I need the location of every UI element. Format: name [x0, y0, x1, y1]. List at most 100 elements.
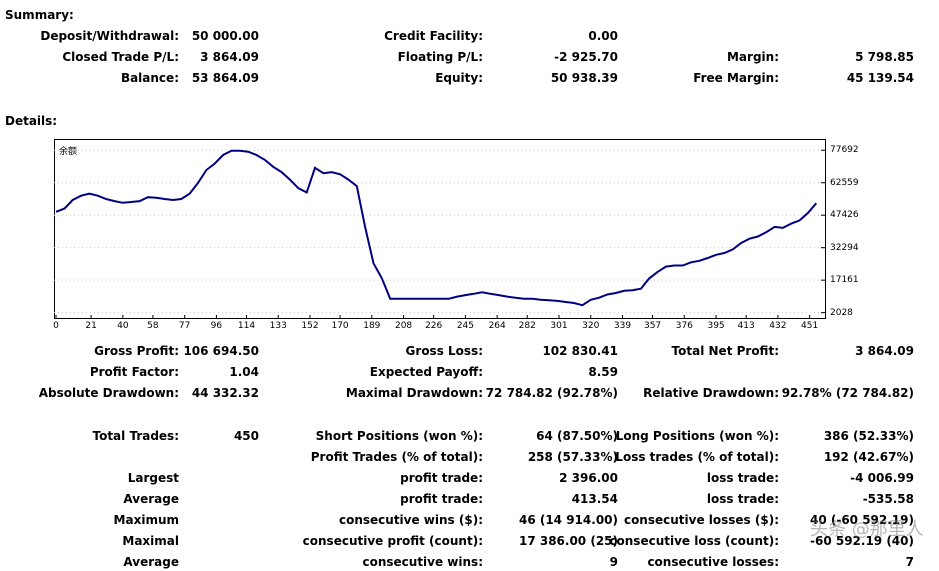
largest-loss-value: -4 006.99: [850, 471, 914, 485]
margin-label: Margin:: [726, 50, 779, 64]
maximal-consecutive-profit-label: consecutive profit (count):: [302, 534, 483, 548]
short-positions-label: Short Positions (won %):: [315, 429, 483, 443]
x-tick-label: 114: [237, 321, 256, 331]
chart-grid: [54, 149, 826, 319]
loss-trades-value: 192 (42.67%): [823, 450, 914, 464]
x-tick-label: 395: [707, 321, 725, 331]
balance-line: [55, 149, 818, 307]
x-tick-label: 432: [769, 321, 787, 331]
total-trades-label: Total Trades:: [92, 429, 179, 443]
watermark: 头条 @那里人: [810, 519, 924, 540]
gross-loss-value: 102 830.41: [542, 344, 618, 358]
x-tick-label: 189: [363, 321, 381, 331]
average-loss-label: loss trade:: [706, 492, 779, 506]
x-tick-label: 451: [801, 321, 819, 331]
average-profit-value: 413.54: [571, 492, 618, 506]
equity-label: Equity:: [435, 71, 483, 85]
x-tick-label: 152: [301, 321, 319, 331]
absolute-drawdown-value: 44 332.32: [191, 386, 259, 400]
y-tick-label: 62559: [830, 177, 859, 188]
largest-label: Largest: [127, 471, 179, 485]
free-margin-value: 45 139.54: [846, 71, 914, 85]
details-title: Details:: [5, 114, 58, 128]
profit-trades-value: 258 (57.33%): [527, 450, 618, 464]
absolute-drawdown-label: Absolute Drawdown:: [38, 386, 179, 400]
x-tick-label: 320: [582, 321, 600, 331]
x-tick-label: 301: [550, 321, 568, 331]
profit-trades-label: Profit Trades (% of total):: [310, 450, 483, 464]
max-consecutive-losses-label: consecutive losses ($):: [623, 513, 779, 527]
credit-facility-value: 0.00: [588, 29, 618, 43]
x-tick-label: 40: [117, 321, 129, 331]
total-trades-value: 450: [233, 429, 259, 443]
profit-factor-value: 1.04: [229, 365, 259, 379]
closed-pl-value: 3 864.09: [200, 50, 259, 64]
deposit-value: 50 000.00: [191, 29, 259, 43]
maximal-label: Maximal: [122, 534, 179, 548]
profit-factor-label: Profit Factor:: [89, 365, 179, 379]
max-consecutive-wins-value: 46 (14 914.00): [518, 513, 618, 527]
x-tick-label: 21: [85, 321, 97, 331]
x-tick-label: 208: [394, 321, 413, 331]
long-positions-label: Long Positions (won %):: [615, 429, 779, 443]
largest-profit-value: 2 396.00: [559, 471, 618, 485]
maximal-consecutive-profit-value: 17 386.00 (25): [518, 534, 618, 548]
free-margin-label: Free Margin:: [693, 71, 779, 85]
x-tick-label: 133: [269, 321, 287, 331]
short-positions-value: 64 (87.50%): [536, 429, 618, 443]
avg-consecutive-losses-value: 7: [905, 555, 914, 569]
x-tick-label: 357: [643, 321, 662, 331]
average2-label: Average: [123, 555, 179, 569]
max-consecutive-wins-label: consecutive wins ($):: [338, 513, 483, 527]
summary-title: Summary:: [5, 8, 74, 22]
gross-profit-label: Gross Profit:: [94, 344, 179, 358]
long-positions-value: 386 (52.33%): [823, 429, 914, 443]
chart-title: 余额: [59, 147, 78, 157]
credit-facility-label: Credit Facility:: [384, 29, 483, 43]
y-tick-label: 47426: [830, 210, 859, 221]
expected-payoff-label: Expected Payoff:: [369, 365, 483, 379]
loss-trades-label: Loss trades (% of total):: [615, 450, 779, 464]
margin-value: 5 798.85: [855, 50, 914, 64]
floating-pl-value: -2 925.70: [554, 50, 618, 64]
maximal-consecutive-loss-label: consecutive loss (count):: [609, 534, 779, 548]
maximal-consecutive-loss-value: -60 592.19 (40): [809, 534, 914, 548]
x-tick-label: 413: [737, 321, 755, 331]
y-tick-label: 2028: [830, 307, 853, 318]
x-tick-label: 339: [613, 321, 632, 331]
max-consecutive-losses-value: 40 (-60 592.19): [809, 513, 914, 527]
relative-drawdown-value: 92.78% (72 784.82): [781, 386, 914, 400]
largest-profit-label: profit trade:: [400, 471, 483, 485]
avg-consecutive-losses-label: consecutive losses:: [647, 555, 779, 569]
x-tick-label: 282: [518, 321, 536, 331]
balance-chart-frame: [54, 139, 826, 319]
closed-pl-label: Closed Trade P/L:: [62, 50, 179, 64]
maximum-label: Maximum: [113, 513, 179, 527]
x-tick-label: 96: [210, 321, 223, 331]
x-tick-label: 170: [331, 321, 349, 331]
largest-loss-label: loss trade:: [706, 471, 779, 485]
y-tick-label: 17161: [830, 275, 859, 286]
y-tick-label: 32294: [830, 242, 859, 253]
floating-pl-label: Floating P/L:: [397, 50, 483, 64]
x-tick-label: 77: [178, 321, 191, 331]
gross-profit-value: 106 694.50: [183, 344, 259, 358]
avg-consecutive-wins-value: 9: [609, 555, 618, 569]
x-tick-label: 376: [675, 321, 693, 331]
relative-drawdown-label: Relative Drawdown:: [643, 386, 779, 400]
y-tick-label: 77692: [830, 145, 859, 156]
maximal-drawdown-label: Maximal Drawdown:: [345, 386, 483, 400]
equity-value: 50 938.39: [550, 71, 618, 85]
deposit-label: Deposit/Withdrawal:: [40, 29, 179, 43]
maximal-drawdown-value: 72 784.82 (92.78%): [485, 386, 618, 400]
average-label: Average: [123, 492, 179, 506]
average-profit-label: profit trade:: [400, 492, 483, 506]
x-tick-label: 264: [488, 321, 506, 331]
balance-label: Balance:: [120, 71, 179, 85]
balance-value: 53 864.09: [191, 71, 259, 85]
expected-payoff-value: 8.59: [588, 365, 618, 379]
x-tick-label: 226: [425, 321, 443, 331]
x-tick-label: 0: [53, 321, 59, 331]
average-loss-value: -535.58: [862, 492, 914, 506]
balance-chart: [54, 149, 826, 319]
